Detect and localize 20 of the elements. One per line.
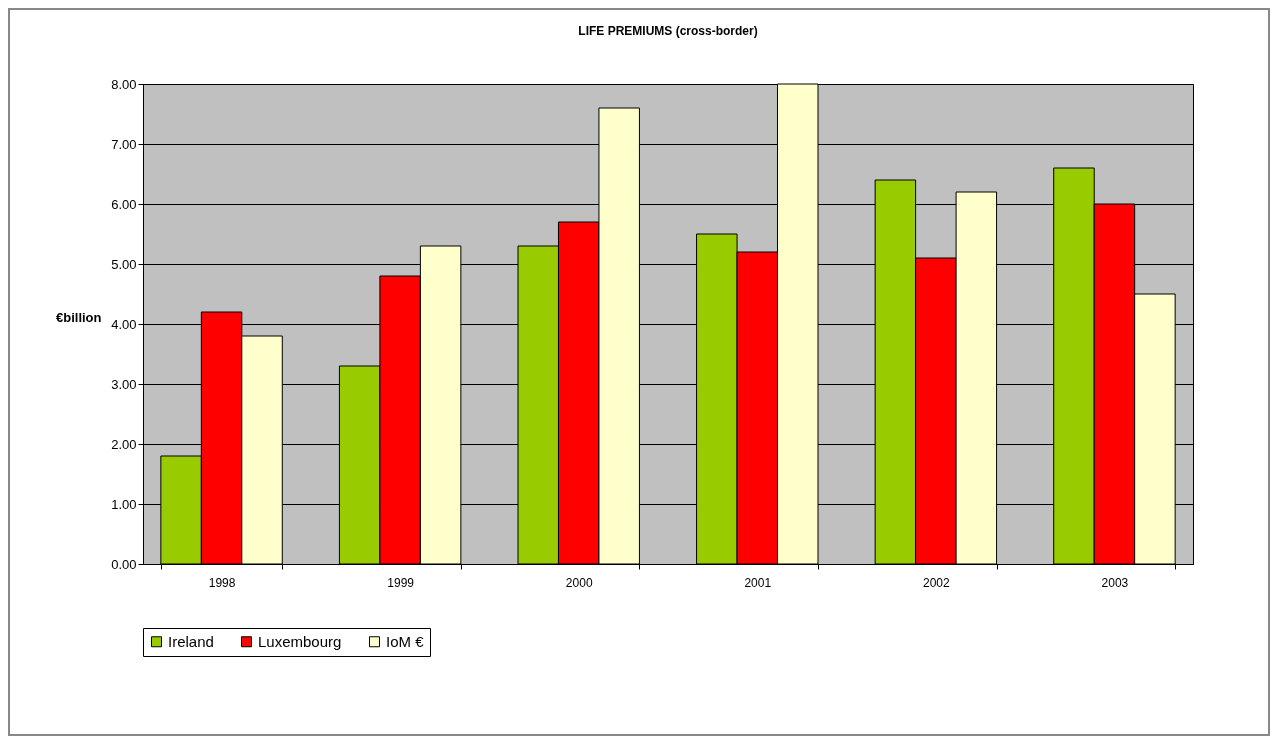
legend-label: IoM € [386, 632, 425, 650]
x-tick-label: 2001 [744, 575, 772, 590]
y-tick-label: 7.00 [111, 136, 137, 152]
y-axis-title: €billion [56, 309, 102, 325]
legend-label: Ireland [168, 632, 214, 650]
chart-title: LIFE PREMIUMS (cross-border) [578, 24, 758, 38]
y-tick-label: 8.00 [111, 76, 137, 92]
y-tick-label: 5.00 [111, 256, 137, 272]
y-tick-label: 3.00 [111, 376, 137, 392]
x-tick-label: 2000 [565, 575, 593, 590]
legend-label: Luxembourg [258, 632, 342, 650]
y-tick-label: 1.00 [111, 496, 137, 512]
y-tick-label: 0.00 [111, 556, 137, 572]
x-tick-label: 1998 [208, 575, 236, 590]
y-tick-label: 6.00 [111, 196, 137, 212]
x-tick-label: 2002 [923, 575, 951, 590]
x-tick-label: 1999 [387, 575, 415, 590]
y-tick-label: 4.00 [111, 316, 137, 332]
y-tick-label: 2.00 [111, 436, 137, 452]
x-tick-label: 2003 [1101, 575, 1129, 590]
